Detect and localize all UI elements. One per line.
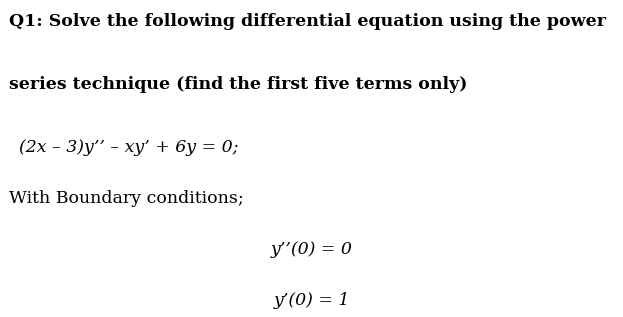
Text: y’(0) = 1: y’(0) = 1 (273, 292, 350, 309)
Text: y’’(0) = 0: y’’(0) = 0 (270, 241, 353, 258)
Text: (2x – 3)y’’ – xy’ + 6y = 0;: (2x – 3)y’’ – xy’ + 6y = 0; (19, 139, 238, 157)
Text: series technique (find the first five terms only): series technique (find the first five te… (9, 76, 468, 93)
Text: Q1: Solve the following differential equation using the power: Q1: Solve the following differential equ… (9, 13, 606, 30)
Text: With Boundary conditions;: With Boundary conditions; (9, 190, 244, 207)
